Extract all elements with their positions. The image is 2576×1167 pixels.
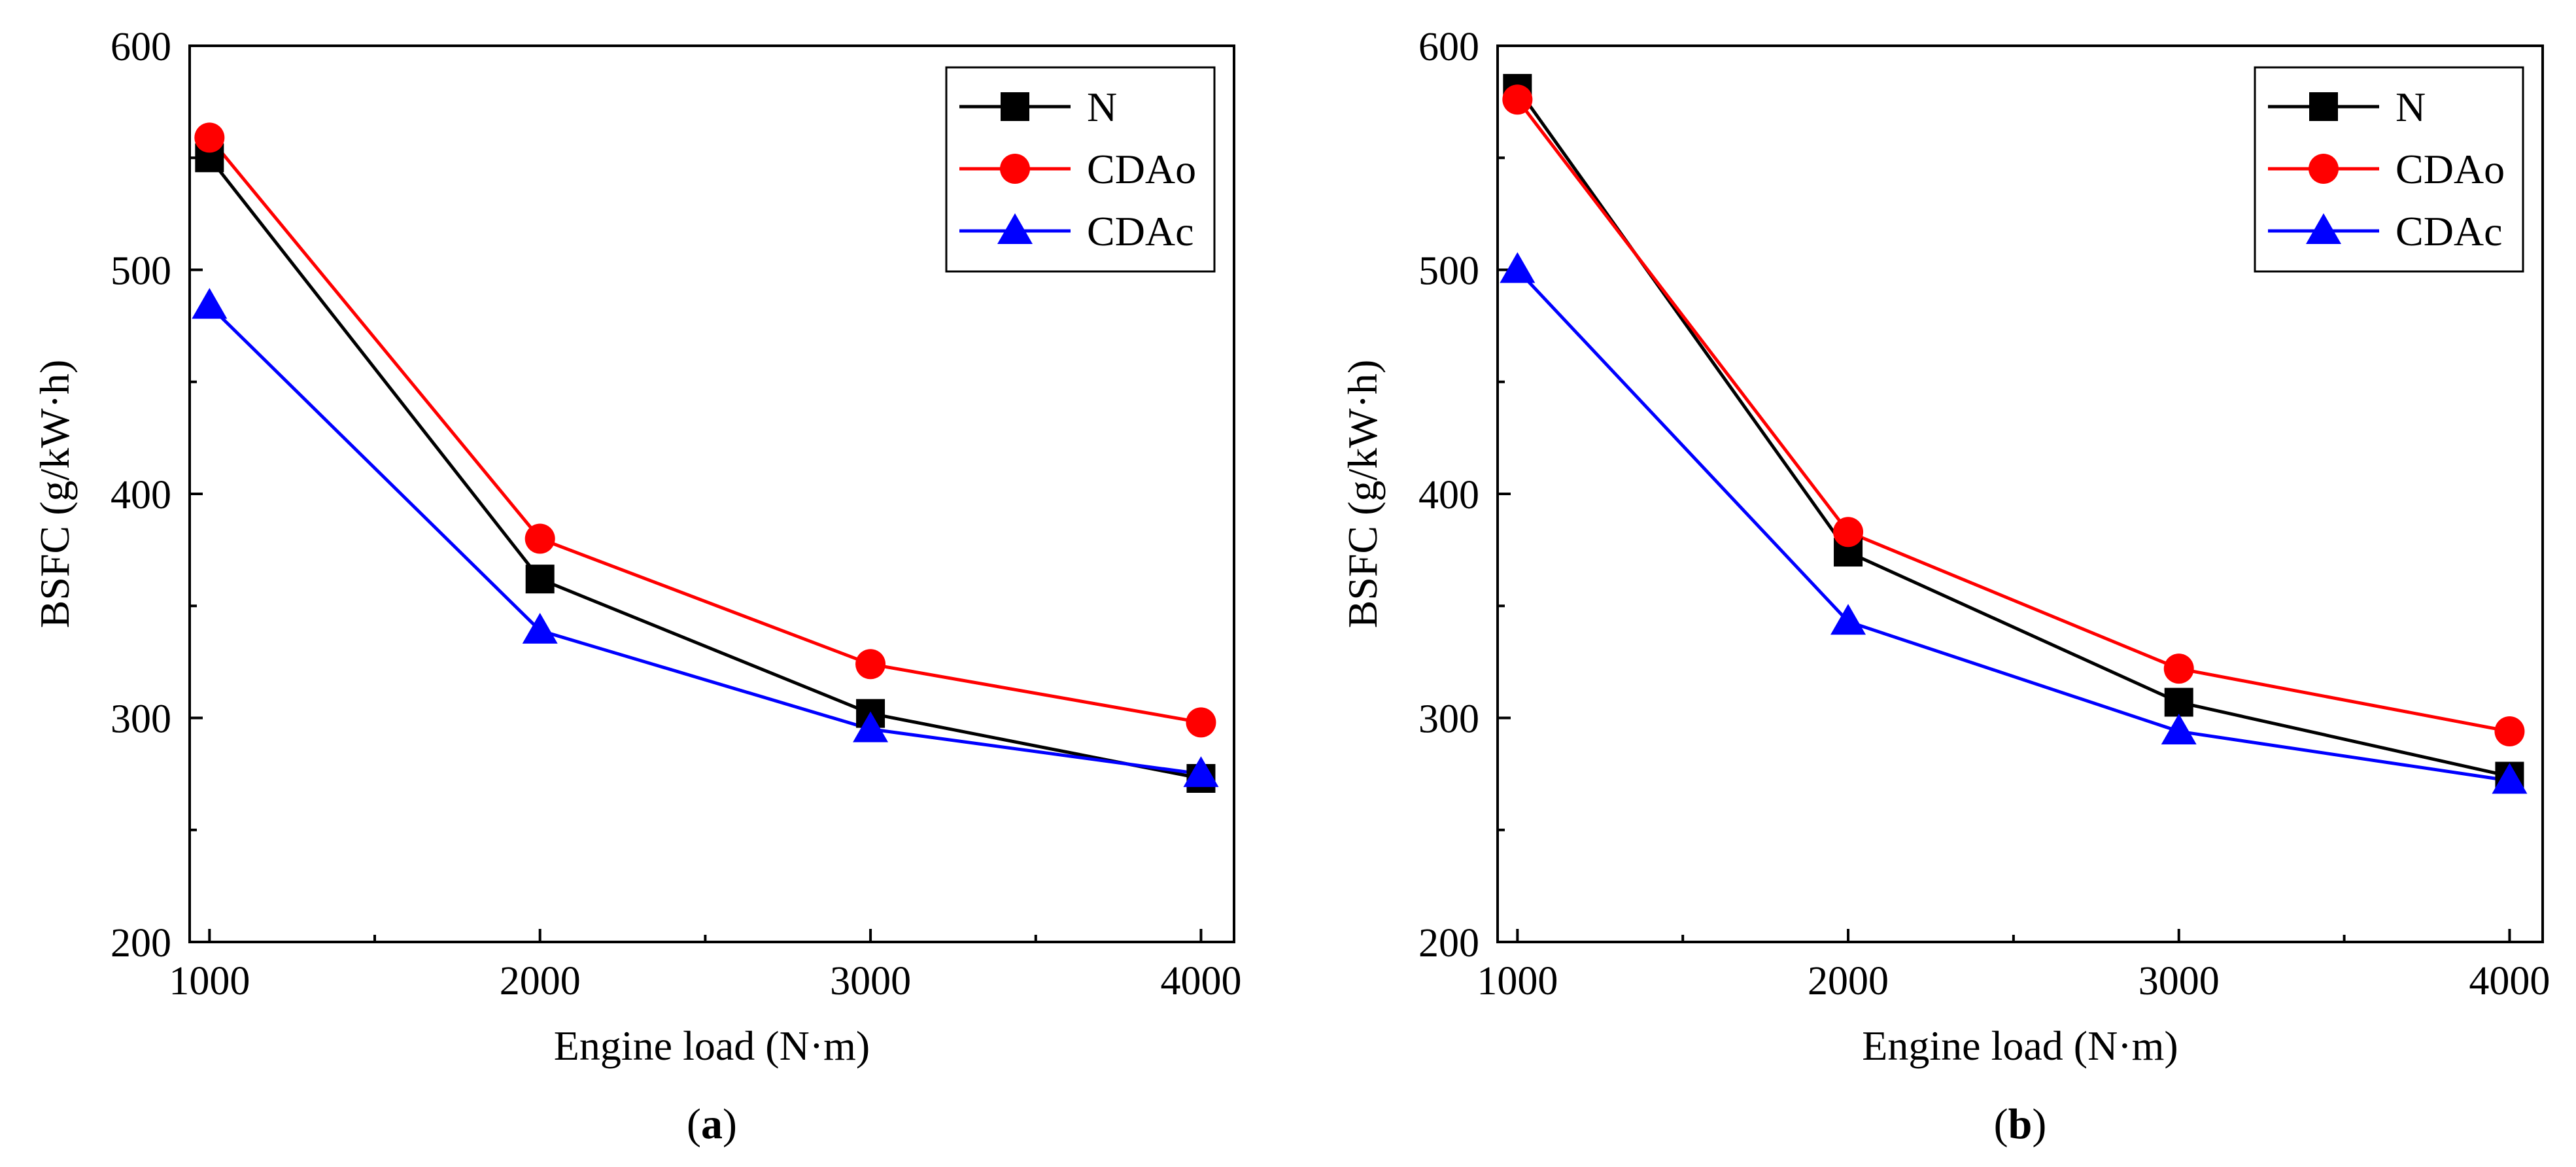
legend-marker-cdao — [2309, 154, 2339, 184]
series-line-n — [1516, 87, 2510, 778]
y-axis-label: BSFC (g/kW·h) — [1339, 360, 1386, 629]
data-point-cdao — [2494, 716, 2525, 747]
y-tick-label: 300 — [111, 697, 171, 742]
legend-label-n: N — [1087, 84, 1117, 130]
series-line-cdac — [1516, 268, 2510, 782]
data-point-n — [525, 565, 555, 594]
x-tick-label: 3000 — [2138, 959, 2220, 1003]
legend-marker-cdao — [1000, 154, 1030, 184]
x-tick-label: 3000 — [830, 959, 911, 1003]
x-tick-label: 1000 — [169, 959, 250, 1003]
data-point-cdac — [1830, 604, 1866, 635]
data-point-cdac — [2161, 714, 2197, 745]
data-point-cdac — [1183, 756, 1219, 788]
y-tick-label: 500 — [111, 249, 171, 294]
data-point-cdac — [2492, 763, 2528, 794]
legend-label-cdao: CDAo — [1087, 146, 1196, 192]
data-point-cdao — [524, 523, 555, 554]
series-line-cdac — [208, 304, 1201, 776]
data-point-cdao — [2163, 653, 2194, 684]
y-tick-label: 500 — [1418, 249, 1479, 294]
data-point-cdac — [522, 612, 558, 644]
data-point-cdao — [194, 122, 225, 153]
x-axis-label: Engine load (N·m) — [1862, 1022, 2178, 1069]
data-point-cdac — [853, 711, 889, 742]
y-tick-label: 200 — [111, 921, 171, 966]
data-point-cdac — [1500, 252, 1536, 283]
chart-panel-b: 200 300 400 500 600 1000 2000 3000 4000 Engine lo… — [1339, 25, 2550, 1148]
y-tick-label: 300 — [1418, 697, 1479, 742]
data-point-cdao — [855, 649, 886, 680]
series-line-cdao — [1516, 98, 2510, 733]
panel-caption: (a) — [687, 1100, 737, 1148]
data-point-cdao — [1833, 517, 1864, 548]
x-tick-label: 2000 — [500, 959, 581, 1003]
chart-panel-a: 200 300 400 500 600 1000 2000 3000 4000 Engine lo… — [31, 25, 1241, 1148]
legend-marker-cdac — [997, 213, 1033, 244]
x-tick-label: 4000 — [2469, 959, 2550, 1003]
legend-marker-cdac — [2306, 213, 2341, 244]
data-point-n — [2164, 688, 2193, 717]
y-tick-label: 400 — [111, 473, 171, 517]
data-point-cdao — [1502, 84, 1533, 115]
x-tick-label: 2000 — [1808, 959, 1889, 1003]
x-tick-label: 4000 — [1160, 959, 1241, 1003]
legend-label-cdac: CDAc — [1087, 208, 1194, 254]
legend-label-cdac: CDAc — [2396, 208, 2503, 254]
y-tick-label: 200 — [1418, 921, 1479, 966]
panel-caption: (b) — [1994, 1100, 2047, 1148]
legend-label-cdao: CDAo — [2396, 146, 2505, 192]
y-tick-label: 600 — [111, 25, 171, 69]
data-point-cdao — [1186, 707, 1216, 738]
x-axis-label: Engine load (N·m) — [554, 1022, 870, 1069]
legend-marker-n — [2309, 92, 2338, 121]
series-line-cdao — [208, 136, 1201, 724]
x-tick-label: 1000 — [1477, 959, 1558, 1003]
y-tick-label: 400 — [1418, 473, 1479, 517]
data-point-cdac — [192, 288, 228, 319]
legend-label-n: N — [2396, 84, 2426, 130]
y-axis-label: BSFC (g/kW·h) — [31, 360, 78, 629]
legend-marker-n — [1001, 92, 1029, 121]
y-tick-label: 600 — [1418, 25, 1479, 69]
legend: N CDAo CDAc — [945, 66, 1216, 273]
series-line-n — [208, 156, 1201, 780]
legend: N CDAo CDAc — [2254, 66, 2524, 273]
